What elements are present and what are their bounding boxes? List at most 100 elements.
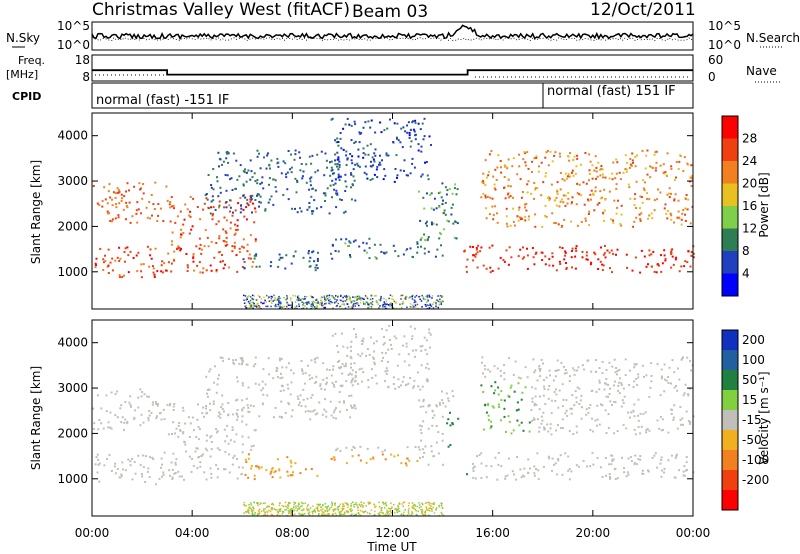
velocity-cell xyxy=(321,513,323,515)
power-cell xyxy=(648,254,651,257)
velocity-cell xyxy=(426,362,429,365)
velocity-cell xyxy=(517,382,520,385)
power-cell xyxy=(463,249,466,252)
velocity-cell xyxy=(355,336,358,339)
power-cell xyxy=(282,160,285,163)
power-cell xyxy=(274,297,276,299)
power-cell xyxy=(340,199,343,201)
power-cell xyxy=(320,296,323,299)
velocity-cell xyxy=(324,510,327,513)
power-cell xyxy=(374,148,377,151)
power-cell xyxy=(424,239,427,242)
velocity-cell xyxy=(280,400,283,403)
velocity-cell xyxy=(531,419,534,422)
velocity-cell xyxy=(347,510,350,513)
velocity-cell xyxy=(113,465,116,468)
velocity-cell xyxy=(581,406,583,409)
power-cell xyxy=(544,214,546,217)
velocity-cell xyxy=(286,470,289,473)
velocity-cell xyxy=(616,430,619,432)
power-cell xyxy=(337,176,340,179)
power-cell xyxy=(333,172,335,175)
power-cell xyxy=(482,172,485,175)
power-cell xyxy=(196,206,199,208)
velocity-cell xyxy=(687,394,690,397)
velocity-cell xyxy=(503,378,506,381)
power-cell xyxy=(290,153,292,156)
colorbar-tick-label: 12 xyxy=(742,222,757,236)
power-cell xyxy=(561,198,564,201)
velocity-cell xyxy=(337,351,340,354)
power-cell xyxy=(302,301,304,304)
velocity-cell xyxy=(264,512,266,514)
velocity-cell xyxy=(152,458,155,461)
power-cell xyxy=(545,151,548,154)
power-cell xyxy=(609,218,612,221)
power-cell xyxy=(595,177,597,180)
power-cell xyxy=(576,224,579,227)
power-cell xyxy=(639,195,642,198)
power-cell xyxy=(684,213,686,216)
velocity-cell xyxy=(498,403,500,406)
velocity-cell xyxy=(126,421,129,423)
power-cell xyxy=(347,306,350,308)
velocity-cell xyxy=(418,506,421,509)
velocity-cell xyxy=(322,362,325,365)
velocity-cell xyxy=(429,510,431,512)
velocity-cell xyxy=(287,504,289,506)
power-cell xyxy=(275,190,278,193)
velocity-cell xyxy=(248,410,251,413)
power-cell xyxy=(277,303,279,306)
power-cell xyxy=(243,302,246,304)
power-cell xyxy=(274,298,276,300)
velocity-cell xyxy=(307,364,309,367)
power-cell xyxy=(476,251,479,254)
velocity-cell xyxy=(288,510,291,513)
velocity-cell xyxy=(291,409,294,412)
power-cell xyxy=(207,207,210,210)
power-cell xyxy=(324,192,327,195)
power-cell xyxy=(275,303,277,306)
power-cell xyxy=(588,210,591,213)
power-cell xyxy=(356,299,358,301)
velocity-cell xyxy=(449,444,452,446)
power-cell xyxy=(268,198,271,201)
power-cell xyxy=(383,168,386,171)
velocity-cell xyxy=(236,418,239,421)
power-cell xyxy=(527,167,530,170)
power-cell xyxy=(482,192,485,195)
power-cell xyxy=(410,140,413,143)
velocity-cell xyxy=(337,508,339,510)
power-cell xyxy=(417,307,419,310)
power-cell xyxy=(186,208,189,211)
power-cell xyxy=(585,182,588,185)
velocity-cell xyxy=(302,372,305,375)
power-cell xyxy=(300,210,303,213)
velocity-cell xyxy=(428,514,430,517)
velocity-cell xyxy=(310,468,313,470)
power-cell xyxy=(374,256,377,259)
power-cell xyxy=(264,208,267,211)
power-cell xyxy=(150,194,153,196)
power-cell xyxy=(338,166,341,168)
power-cell xyxy=(601,196,603,199)
power-cell xyxy=(210,240,213,243)
velocity-cell xyxy=(535,403,538,406)
power-cell xyxy=(352,175,355,178)
velocity-cell xyxy=(301,370,304,372)
power-cell xyxy=(564,250,567,253)
velocity-cell xyxy=(282,389,285,392)
velocity-cell xyxy=(264,502,266,504)
power-cell xyxy=(508,196,510,199)
velocity-cell xyxy=(384,513,387,516)
velocity-cell xyxy=(536,379,539,382)
power-cell xyxy=(631,159,634,162)
velocity-cell xyxy=(320,506,322,508)
power-cell xyxy=(439,303,442,305)
power-cell xyxy=(341,303,343,305)
velocity-cell xyxy=(325,410,328,413)
power-cell xyxy=(334,182,337,185)
power-cell xyxy=(329,298,332,301)
velocity-cell xyxy=(207,388,210,391)
power-cell xyxy=(252,298,255,301)
